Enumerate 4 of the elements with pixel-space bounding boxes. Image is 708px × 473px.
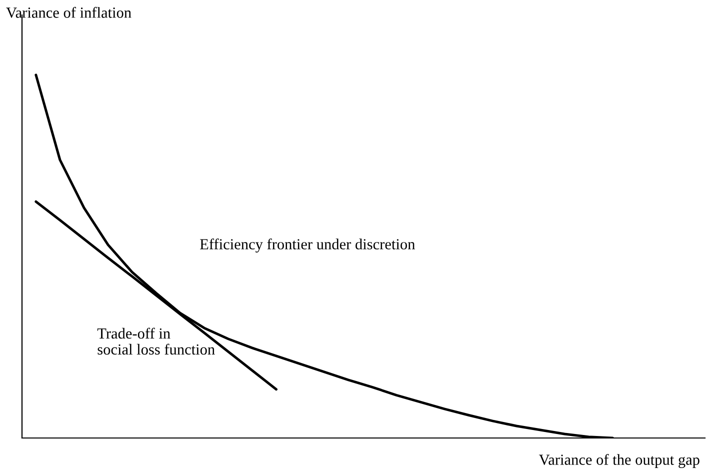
y-axis-title: Variance of inflation bbox=[6, 6, 132, 18]
x-axis-title: Variance of the output gap bbox=[538, 454, 700, 468]
annotation: Trade-off in social loss function bbox=[97, 328, 215, 355]
annotation: Efficiency frontier under discretion bbox=[200, 238, 415, 253]
